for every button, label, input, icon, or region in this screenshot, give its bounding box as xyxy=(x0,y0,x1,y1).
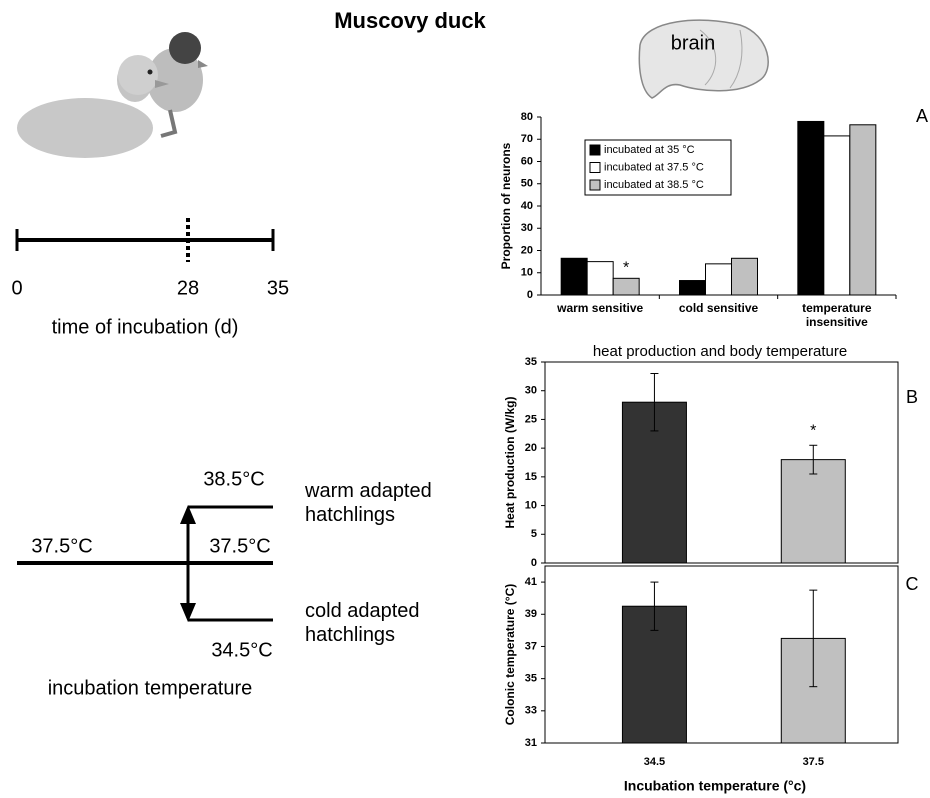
brain-illustration xyxy=(638,19,769,99)
diagram-label: incubation temperature xyxy=(48,677,253,699)
cold-label-box: cold adapted hatchlings xyxy=(305,600,420,646)
x-tick-label-box: cold sensitive xyxy=(678,301,759,315)
y-tick-label: 41 xyxy=(525,576,537,588)
x-tick-label: warm sensitive xyxy=(557,301,644,315)
y-axis-label: Proportion of neurons xyxy=(499,142,513,269)
y-tick-label: 40 xyxy=(521,200,533,212)
timeline-tick: 0 xyxy=(11,277,22,299)
cold-label: cold adapted hatchlings xyxy=(305,600,420,646)
legend-label: incubated at 37.5 °C xyxy=(604,161,704,173)
y-tick-label: 31 xyxy=(525,737,537,749)
brain-label: brain xyxy=(671,32,715,54)
y-tick-label: 80 xyxy=(521,111,533,123)
y-tick-label: 10 xyxy=(525,499,537,511)
x-tick-label: 34.5 xyxy=(644,756,665,768)
bar xyxy=(560,257,588,296)
bar xyxy=(797,120,825,296)
temp-upper: 38.5°C xyxy=(203,468,264,490)
warm-label-box: warm adapted hatchlings xyxy=(305,480,432,526)
warm-label: warm adapted hatchlings xyxy=(305,480,432,526)
legend-swatch xyxy=(589,144,601,156)
legend-box xyxy=(584,139,732,196)
annotation: * xyxy=(623,260,629,277)
timeline-tick: 35 xyxy=(267,277,289,299)
temp-baseline: 37.5°C xyxy=(209,535,270,557)
temperature-diagram xyxy=(17,505,273,622)
x-tick-label: 37.5 xyxy=(803,756,824,768)
annotation: * xyxy=(810,422,816,439)
bar xyxy=(586,261,614,296)
temp-baseline: 37.5°C xyxy=(31,535,92,557)
y-tick-label: 15 xyxy=(525,471,537,483)
x-tick-label: temperature insensitive xyxy=(802,301,872,329)
timeline-tick: 28 xyxy=(177,277,199,299)
y-axis-label: Heat production (W/kg) xyxy=(503,397,517,529)
bar xyxy=(705,263,732,296)
y-tick-label: 20 xyxy=(521,244,533,256)
y-tick-label: 37 xyxy=(525,640,537,652)
x-tick-label: cold sensitive xyxy=(678,301,759,315)
y-tick-label: 39 xyxy=(525,608,537,620)
chart-title: heat production and body temperature xyxy=(593,343,847,360)
temp-lower: 34.5°C xyxy=(211,639,272,661)
y-axis-label: Colonic temperature (°C) xyxy=(503,584,517,725)
bar xyxy=(612,277,640,296)
y-tick-label: 35 xyxy=(525,356,537,368)
y-tick-label: 10 xyxy=(521,267,533,279)
panel-label: C xyxy=(906,574,919,594)
x-axis-label: Incubation temperature (°c) xyxy=(624,778,806,794)
panel-label: B xyxy=(906,387,918,407)
y-tick-label: 35 xyxy=(525,673,537,685)
bar xyxy=(731,257,758,296)
y-tick-label: 0 xyxy=(527,289,533,301)
bar xyxy=(679,280,706,296)
timeline-label: time of incubation (d) xyxy=(52,316,239,338)
bar xyxy=(823,135,851,296)
y-tick-label: 70 xyxy=(521,133,533,145)
y-tick-label: 20 xyxy=(525,442,537,454)
y-tick-label: 0 xyxy=(531,557,537,569)
bar xyxy=(849,124,877,296)
y-tick-label: 60 xyxy=(521,155,533,167)
legend-swatch xyxy=(589,162,601,173)
x-tick-label-box: warm sensitive xyxy=(557,301,644,315)
y-tick-label: 33 xyxy=(525,705,537,717)
timeline xyxy=(15,218,275,262)
y-tick-label: 5 xyxy=(531,528,537,540)
duck-illustration xyxy=(17,32,208,158)
legend-label: incubated at 38.5 °C xyxy=(604,179,704,191)
legend-label: incubated at 35 °C xyxy=(604,144,695,156)
y-tick-label: 30 xyxy=(521,222,533,234)
y-tick-label: 25 xyxy=(525,413,537,425)
bar xyxy=(780,459,846,564)
y-tick-label: 30 xyxy=(525,385,537,397)
panel-label: A xyxy=(916,106,928,126)
title: Muscovy duck xyxy=(334,8,486,33)
legend-swatch xyxy=(589,179,601,191)
x-tick-label-box: temperature insensitive xyxy=(802,301,872,329)
y-tick-label: 50 xyxy=(521,178,533,190)
